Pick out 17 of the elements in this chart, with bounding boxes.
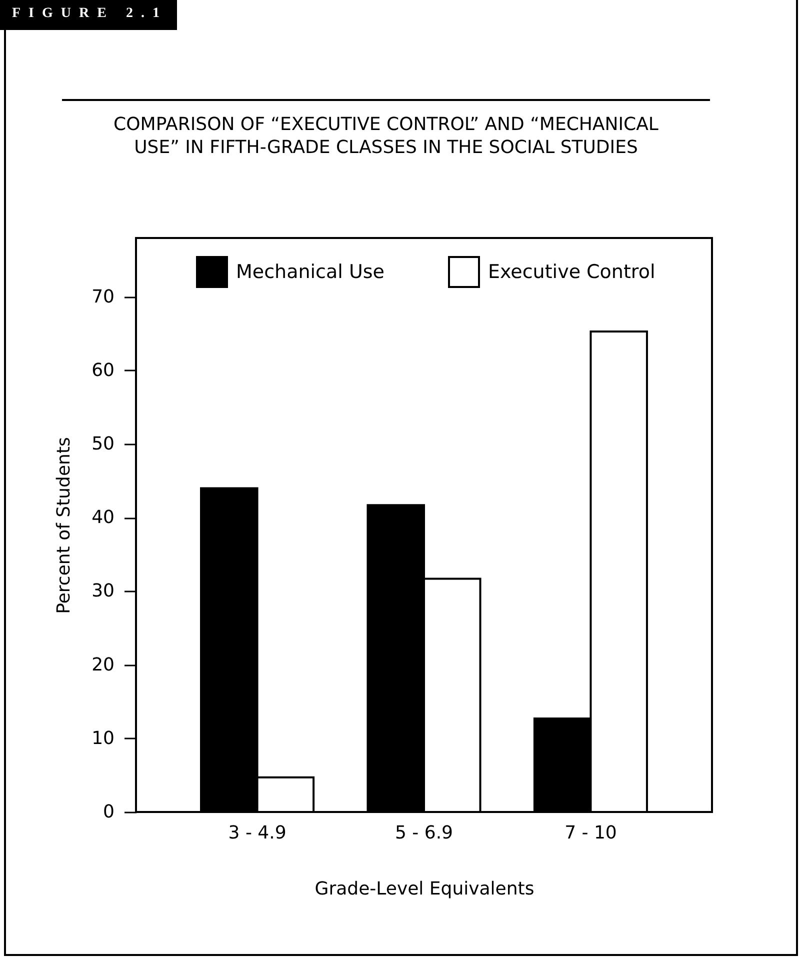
y-tick-label: 20 xyxy=(92,654,114,676)
x-axis-title: Grade-Level Equivalents xyxy=(314,878,534,900)
y-tick-label: 0 xyxy=(103,802,114,822)
y-tick-label: 70 xyxy=(92,286,114,308)
legend-label: Executive Control xyxy=(488,261,656,283)
y-axis-title: Percent of Students xyxy=(54,437,75,614)
caption: FIGURE 2.1 xyxy=(0,0,178,30)
y-tick-label: 10 xyxy=(92,728,114,749)
x-tick-label: 3 - 4.9 xyxy=(228,822,286,844)
legend-label: Mechanical Use xyxy=(236,261,384,283)
y-tick-label: 50 xyxy=(92,434,114,455)
x-tick-label: 5 - 6.9 xyxy=(394,822,454,844)
y-tick-label: 40 xyxy=(92,507,114,528)
y-tick-label: 60 xyxy=(92,360,114,381)
y-tick-label: 30 xyxy=(92,580,114,602)
chart-title: COMPARISON OF “EXECUTIVE CONTROL” AND “MECHANICAL USE” IN FIFTH-GRADE CLASSES IN THE SOCIAL STUDIES xyxy=(112,113,660,159)
x-tick-label: 7 - 10 xyxy=(564,822,617,844)
